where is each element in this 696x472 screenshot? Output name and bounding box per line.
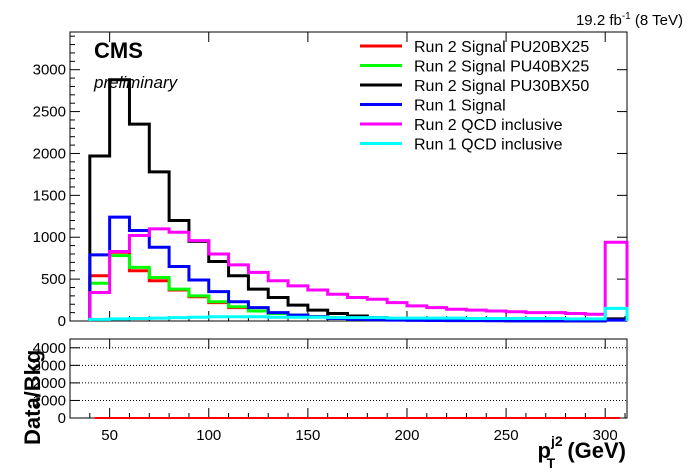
x-tick-label: 150 <box>295 427 320 444</box>
ratio-y-tick-label: 4000 <box>33 340 66 357</box>
legend-label: Run 2 Signal PU40BX25 <box>414 59 589 76</box>
legend: Run 2 Signal PU20BX25 Run 2 Signal PU40BX… <box>360 39 589 154</box>
legend-label: Run 2 QCD inclusive <box>414 117 563 134</box>
y-tick-label: 3000 <box>33 62 66 79</box>
x-tick-label: 200 <box>394 427 419 444</box>
x-tick-label: 250 <box>494 427 519 444</box>
x-tick-label: 300 <box>593 427 618 444</box>
ratio-y-tick-label: 3000 <box>33 357 66 374</box>
y-tick-label: 2000 <box>33 145 66 162</box>
cms-label: CMS <box>94 38 143 63</box>
main-plot: 0 500 1000 1500 2000 2500 3000 CMS preliminary… <box>33 31 629 330</box>
legend-label: Run 1 Signal <box>414 98 506 115</box>
x-tick-label: 50 <box>101 427 118 444</box>
histogram-series-line <box>88 306 629 321</box>
ratio-y-tick-label: 0 <box>58 410 66 427</box>
ratio-y-axis-label: Data/Bkg <box>20 350 45 445</box>
ratio-x-ticks: 50 100 150 200 250 300 <box>89 339 626 444</box>
x-tick-label: 100 <box>196 427 221 444</box>
y-tick-label: 2500 <box>33 104 66 121</box>
ratio-y-tick-label: 2000 <box>33 375 66 392</box>
lumi-label: 19.2 fb-1 (8 TeV) <box>576 11 683 29</box>
x-axis-label: pj2 T (GeV) <box>538 433 627 471</box>
y-tick-label: 0 <box>58 313 66 330</box>
histogram-series-line <box>88 227 629 321</box>
ratio-grid <box>70 347 627 401</box>
ratio-y-tick-label: 1000 <box>33 392 66 409</box>
histogram-lines <box>88 78 629 323</box>
preliminary-label: preliminary <box>93 73 179 92</box>
legend-label: Run 2 Signal PU30BX50 <box>414 78 589 95</box>
main-plot-frame <box>69 31 628 322</box>
y-tick-label: 1500 <box>33 187 66 204</box>
legend-label: Run 2 Signal PU20BX25 <box>414 39 589 56</box>
ratio-plot-frame <box>69 338 628 419</box>
legend-label: Run 1 QCD inclusive <box>414 137 563 154</box>
main-y-ticks: 0 500 1000 1500 2000 2500 3000 <box>33 35 627 330</box>
y-tick-label: 1000 <box>33 229 66 246</box>
y-tick-label: 500 <box>41 271 66 288</box>
